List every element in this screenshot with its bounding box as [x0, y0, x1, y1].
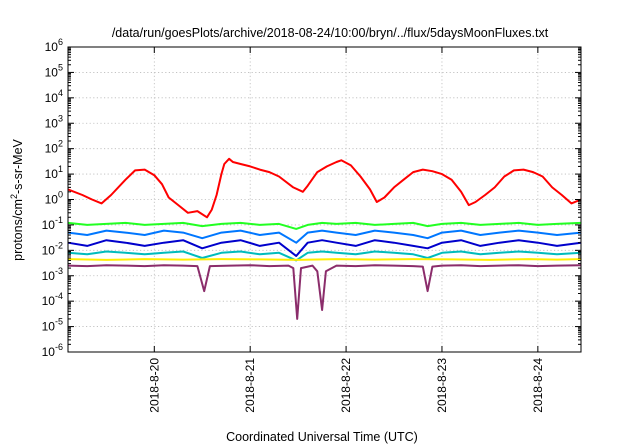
y-tick-label-base: 10	[42, 218, 56, 232]
y-tick-label-base: 10	[42, 320, 56, 334]
y-tick-label-exp: -6	[55, 342, 63, 352]
x-tick-label: 2018-8-24	[531, 358, 545, 413]
y-tick-label-exp: 2	[58, 139, 63, 149]
y-tick-label-base: 10	[42, 345, 56, 359]
series-line-2	[67, 221, 582, 230]
y-tick-label-base: 10	[45, 116, 59, 130]
y-tick-label: 101	[45, 164, 63, 181]
y-tick-label: 10-1	[42, 215, 63, 232]
y-tick-label-base: 10	[45, 193, 59, 207]
y-axis-label-rest: -s-sr-MeV	[11, 138, 25, 194]
series-line-4	[67, 239, 582, 257]
y-tick-labels: 10-610-510-410-310-210-11001011021031041…	[42, 37, 63, 359]
y-tick-label-exp: 4	[58, 88, 63, 98]
y-tick-label-exp: -4	[55, 291, 63, 301]
y-tick-label: 103	[45, 113, 63, 130]
x-tick-label: 2018-8-21	[243, 358, 257, 413]
y-axis-label-main: protons/cm	[11, 199, 25, 261]
y-tick-label-base: 10	[45, 65, 59, 79]
y-tick-label-exp: -5	[55, 317, 63, 327]
series-group	[67, 157, 582, 320]
grid	[68, 47, 581, 352]
y-tick-label-base: 10	[42, 243, 56, 257]
x-tick-label: 2018-8-22	[339, 358, 353, 413]
x-tick-label: 2018-8-23	[435, 358, 449, 413]
y-tick-label-base: 10	[45, 142, 59, 156]
y-tick-label-exp: -1	[55, 215, 63, 225]
y-tick-label-exp: -3	[55, 266, 63, 276]
series-line-1	[67, 157, 582, 219]
y-tick-label-exp: 6	[58, 37, 63, 47]
y-tick-label: 105	[45, 62, 63, 79]
y-tick-label-exp: 1	[58, 164, 63, 174]
chart-title: /data/run/goesPlots/archive/2018-08-24/1…	[112, 26, 549, 40]
y-tick-label: 100	[45, 190, 63, 207]
y-tick-label-exp: -2	[55, 240, 63, 250]
y-tick-label: 10-3	[42, 266, 63, 283]
y-axis-label-sup: 2	[9, 194, 19, 199]
y-tick-label-exp: 5	[58, 62, 63, 72]
series-line-5	[67, 250, 582, 262]
series-line-6	[67, 258, 582, 261]
series-line-3	[67, 229, 582, 244]
x-tick-label: 2018-8-20	[147, 358, 161, 413]
x-axis-label: Coordinated Universal Time (UTC)	[226, 430, 418, 444]
y-tick-label: 10-5	[42, 317, 63, 334]
y-tick-label-base: 10	[42, 269, 56, 283]
y-tick-label-base: 10	[45, 167, 59, 181]
y-tick-label-base: 10	[42, 294, 56, 308]
y-tick-label: 10-4	[42, 291, 63, 308]
y-axis-label: protons/cm2-s-sr-MeV	[9, 138, 25, 260]
y-tick-label: 10-2	[42, 240, 63, 257]
y-tick-label-exp: 0	[58, 190, 63, 200]
y-tick-label: 10-6	[42, 342, 63, 359]
y-tick-label: 104	[45, 88, 63, 105]
y-tick-label-base: 10	[45, 91, 59, 105]
series-line-7	[67, 264, 582, 320]
y-tick-label: 102	[45, 139, 63, 156]
y-tick-label-exp: 3	[58, 113, 63, 123]
plot-frame	[67, 46, 582, 353]
x-tick-labels: 2018-8-20 2018-8-21 2018-8-22 2018-8-23 2018…	[147, 358, 545, 413]
y-tick-label-base: 10	[45, 40, 59, 54]
y-tick-label: 106	[45, 37, 63, 54]
